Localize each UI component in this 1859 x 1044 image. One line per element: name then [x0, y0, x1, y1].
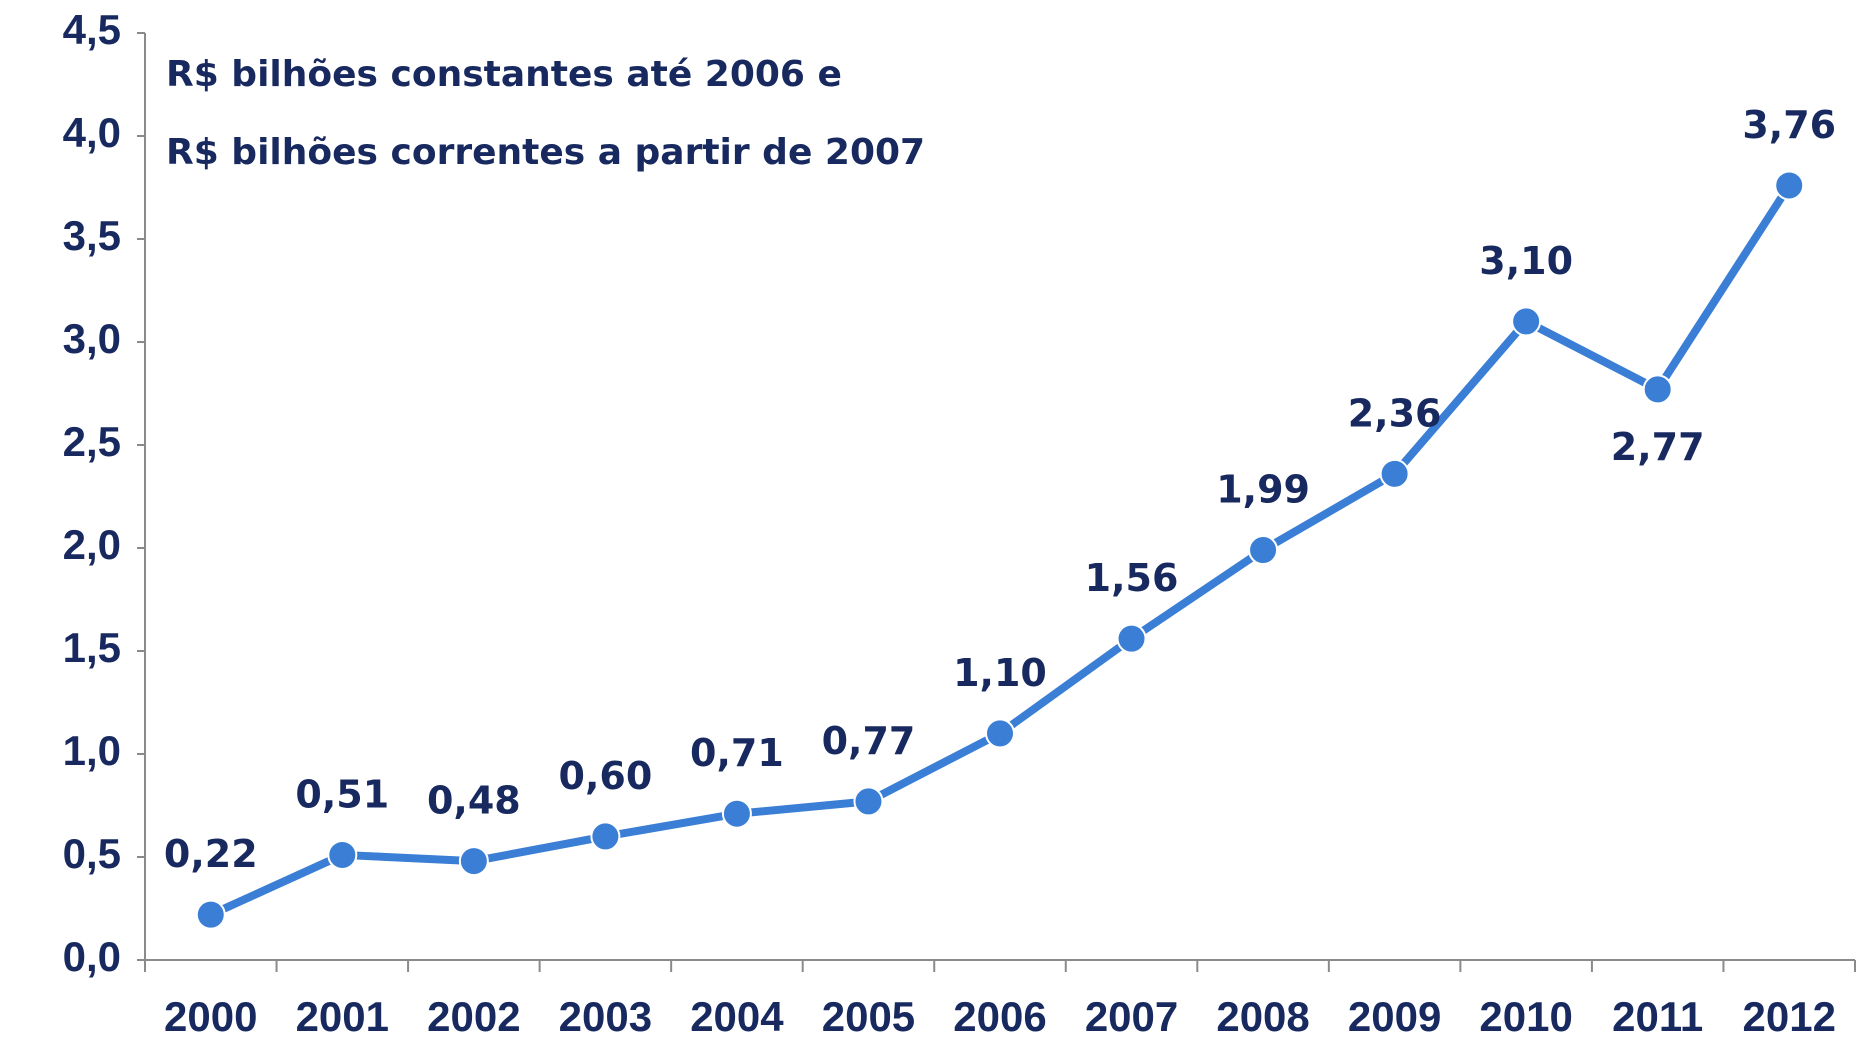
y-tick-label: 1,5 [63, 624, 121, 671]
x-tick-label: 2003 [559, 993, 652, 1040]
x-tick-label: 2011 [1612, 993, 1703, 1040]
marker [195, 899, 226, 930]
data-label: 1,56 [1085, 556, 1179, 600]
marker [853, 786, 884, 817]
data-label: 3,10 [1479, 239, 1573, 283]
annotation: R$ bilhões constantes até 2006 e [166, 54, 842, 95]
marker [1116, 623, 1147, 654]
marker [985, 718, 1015, 749]
data-label: 3,76 [1742, 103, 1836, 147]
x-tick-label: 2002 [427, 993, 520, 1040]
data-label: 0,77 [822, 719, 916, 763]
x-tick-label: 2006 [953, 993, 1046, 1040]
y-tick-label: 4,5 [63, 6, 121, 53]
x-tick-label: 2001 [296, 993, 389, 1040]
x-tick-label: 2009 [1348, 993, 1441, 1040]
x-tick-label: 2008 [1216, 993, 1309, 1040]
data-label: 2,36 [1348, 391, 1442, 435]
y-tick-label: 0,0 [63, 933, 121, 980]
y-tick-label: 2,0 [63, 521, 121, 568]
y-tick-label: 3,5 [63, 212, 121, 259]
y-tick-label: 3,0 [63, 315, 121, 362]
data-label: 2,77 [1611, 425, 1705, 469]
x-tick-label: 2007 [1085, 993, 1178, 1040]
marker [590, 821, 621, 852]
y-tick-label: 0,5 [63, 830, 121, 877]
data-label: 0,51 [295, 772, 389, 816]
x-tick-label: 2005 [822, 993, 915, 1040]
marker [1248, 535, 1279, 566]
x-tick-label: 2012 [1743, 993, 1836, 1040]
x-tick-label: 2004 [690, 993, 784, 1040]
data-label: 0,60 [559, 754, 653, 798]
data-label: 1,10 [953, 651, 1047, 695]
marker [1774, 170, 1805, 201]
annotation: R$ bilhões correntes a partir de 2007 [166, 132, 925, 173]
y-tick-label: 4,0 [63, 109, 121, 156]
data-label: 0,48 [427, 779, 521, 823]
marker [1511, 306, 1542, 337]
marker [1379, 458, 1410, 489]
marker [1642, 374, 1673, 405]
data-label: 1,99 [1216, 468, 1310, 512]
y-tick-label: 1,0 [63, 727, 121, 774]
x-tick-label: 2010 [1479, 993, 1572, 1040]
marker [458, 846, 489, 877]
x-tick-label: 2000 [164, 993, 257, 1040]
data-label: 0,22 [164, 832, 258, 876]
data-label: 0,71 [690, 731, 784, 775]
marker [721, 798, 752, 829]
y-tick-label: 2,5 [63, 418, 121, 465]
marker [327, 839, 358, 870]
